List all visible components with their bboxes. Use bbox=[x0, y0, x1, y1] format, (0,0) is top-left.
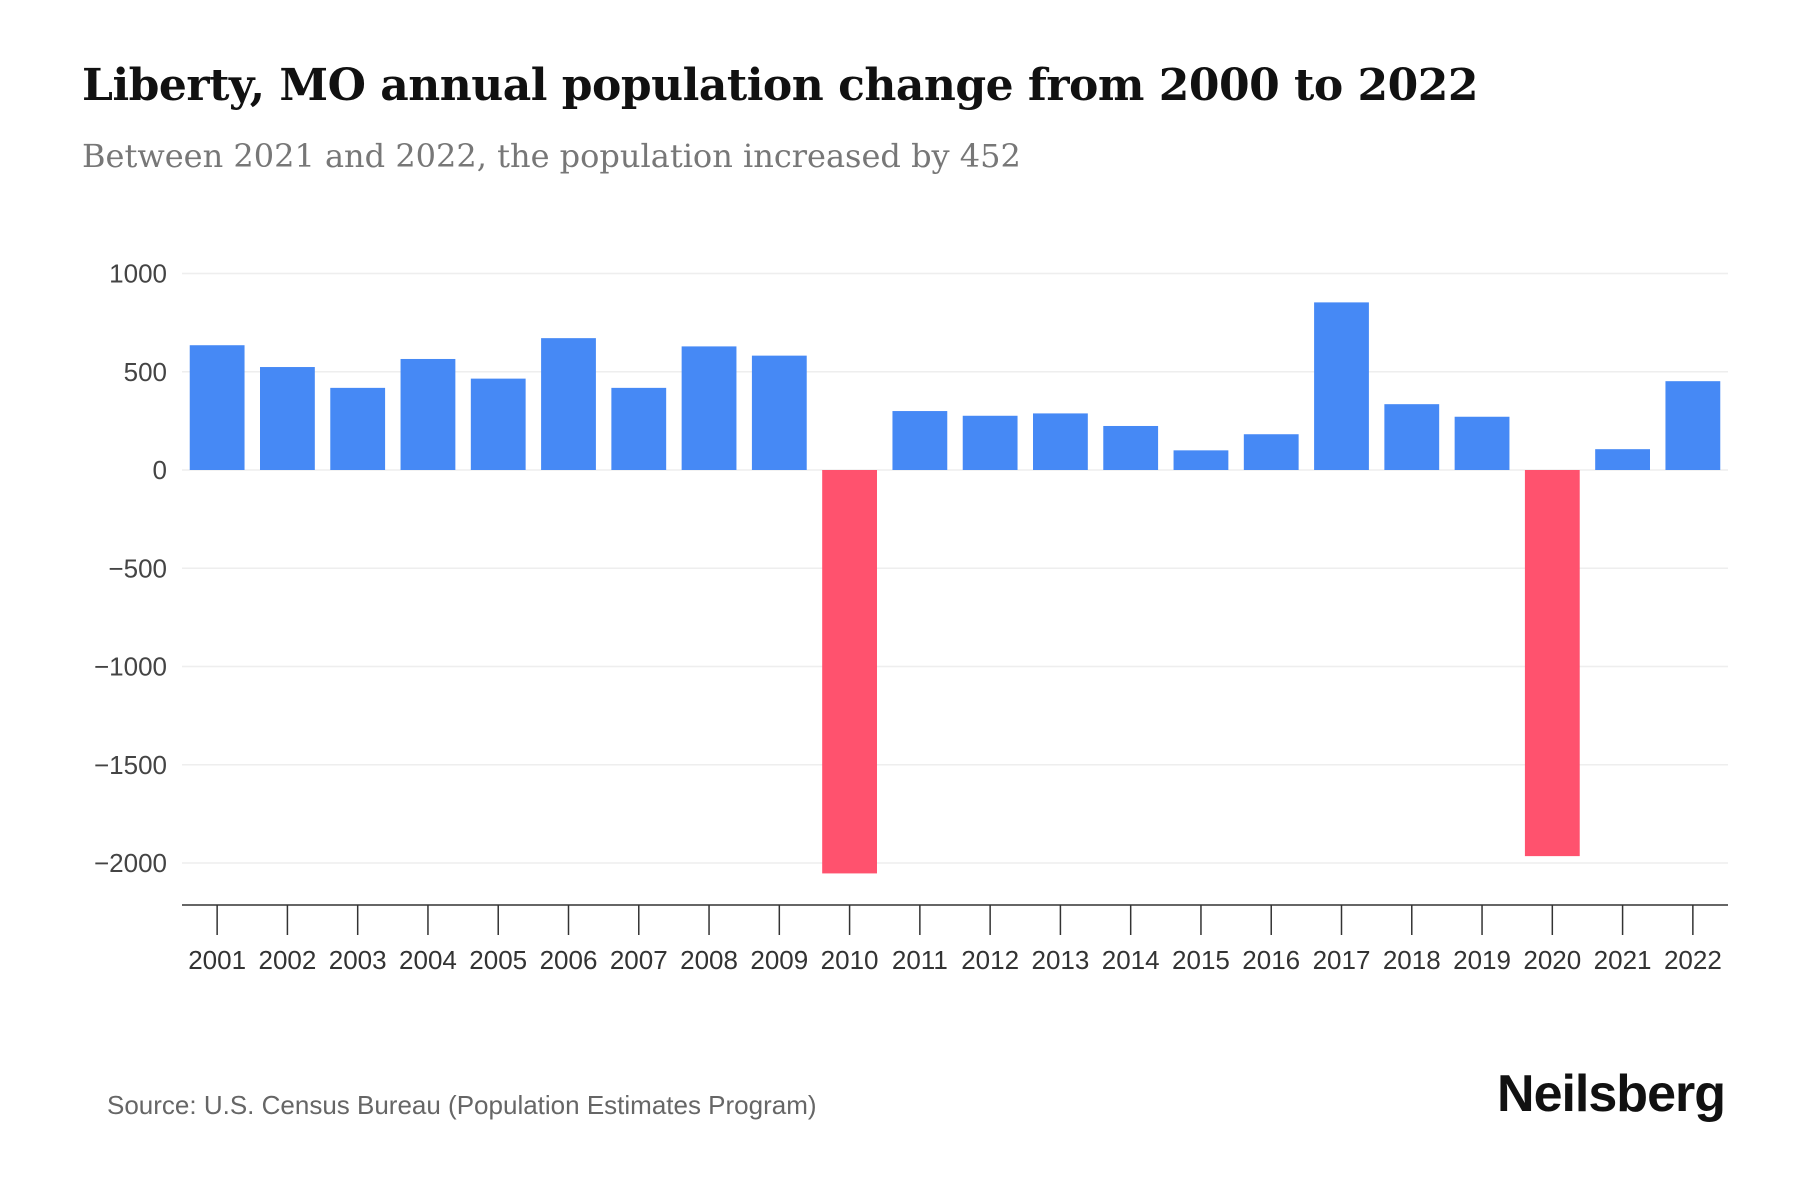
x-tick-label: 2008 bbox=[680, 945, 738, 975]
bar-2005 bbox=[470, 378, 526, 470]
y-tick-label: −2000 bbox=[94, 848, 167, 878]
x-tick-label: 2022 bbox=[1664, 945, 1722, 975]
x-tick-label: 2015 bbox=[1172, 945, 1230, 975]
x-tick-label: 2005 bbox=[469, 945, 527, 975]
x-tick-label: 2004 bbox=[399, 945, 457, 975]
y-tick-label: 1000 bbox=[109, 259, 167, 289]
x-tick-label: 2016 bbox=[1242, 945, 1300, 975]
x-tick-label: 2010 bbox=[821, 945, 879, 975]
bar-2022 bbox=[1665, 381, 1721, 470]
x-tick-label: 2021 bbox=[1594, 945, 1652, 975]
x-tick-label: 2002 bbox=[258, 945, 316, 975]
x-tick-label: 2020 bbox=[1523, 945, 1581, 975]
chart-title: Liberty, MO annual population change fro… bbox=[82, 60, 1479, 111]
x-tick-label: 2001 bbox=[188, 945, 246, 975]
bar-2001 bbox=[189, 345, 245, 470]
bar-2019 bbox=[1454, 416, 1510, 470]
y-tick-label: −1000 bbox=[94, 652, 167, 682]
bar-2004 bbox=[400, 358, 456, 470]
x-tick-label: 2009 bbox=[750, 945, 808, 975]
bar-2003 bbox=[330, 387, 386, 470]
y-tick-label: 500 bbox=[124, 357, 167, 387]
source-note: Source: U.S. Census Bureau (Population E… bbox=[107, 1090, 817, 1120]
x-tick-label: 2014 bbox=[1102, 945, 1160, 975]
bar-2014 bbox=[1103, 425, 1159, 470]
x-tick-label: 2019 bbox=[1453, 945, 1511, 975]
bar-2020 bbox=[1524, 470, 1580, 857]
bar-2018 bbox=[1384, 404, 1440, 470]
bar-2006 bbox=[541, 338, 596, 470]
x-tick-label: 2007 bbox=[610, 945, 668, 975]
bar-2017 bbox=[1314, 302, 1369, 470]
bar-2013 bbox=[1033, 413, 1088, 470]
bar-2009 bbox=[751, 355, 807, 470]
y-tick-label: 0 bbox=[153, 455, 167, 485]
bar-2021 bbox=[1595, 449, 1650, 470]
bar-2011 bbox=[892, 411, 948, 470]
x-tick-label: 2012 bbox=[961, 945, 1019, 975]
x-tick-label: 2011 bbox=[892, 945, 948, 975]
bar-2007 bbox=[611, 387, 667, 470]
bar-2008 bbox=[681, 346, 737, 470]
bar-2002 bbox=[260, 367, 315, 470]
bar-2010 bbox=[822, 470, 877, 874]
neilsberg-logo: Neilsberg bbox=[1497, 1065, 1726, 1123]
x-tick-label: 2017 bbox=[1313, 945, 1371, 975]
y-tick-label: −1500 bbox=[94, 750, 167, 780]
bar-2016 bbox=[1243, 434, 1299, 470]
x-tick-label: 2013 bbox=[1031, 945, 1089, 975]
bar-2012 bbox=[962, 415, 1018, 470]
y-tick-label: −500 bbox=[108, 553, 167, 583]
x-tick-label: 2006 bbox=[540, 945, 598, 975]
x-tick-label: 2018 bbox=[1383, 945, 1441, 975]
x-tick-label: 2003 bbox=[329, 945, 387, 975]
chart-subtitle: Between 2021 and 2022, the population in… bbox=[82, 137, 1021, 175]
bar-2015 bbox=[1173, 450, 1229, 470]
